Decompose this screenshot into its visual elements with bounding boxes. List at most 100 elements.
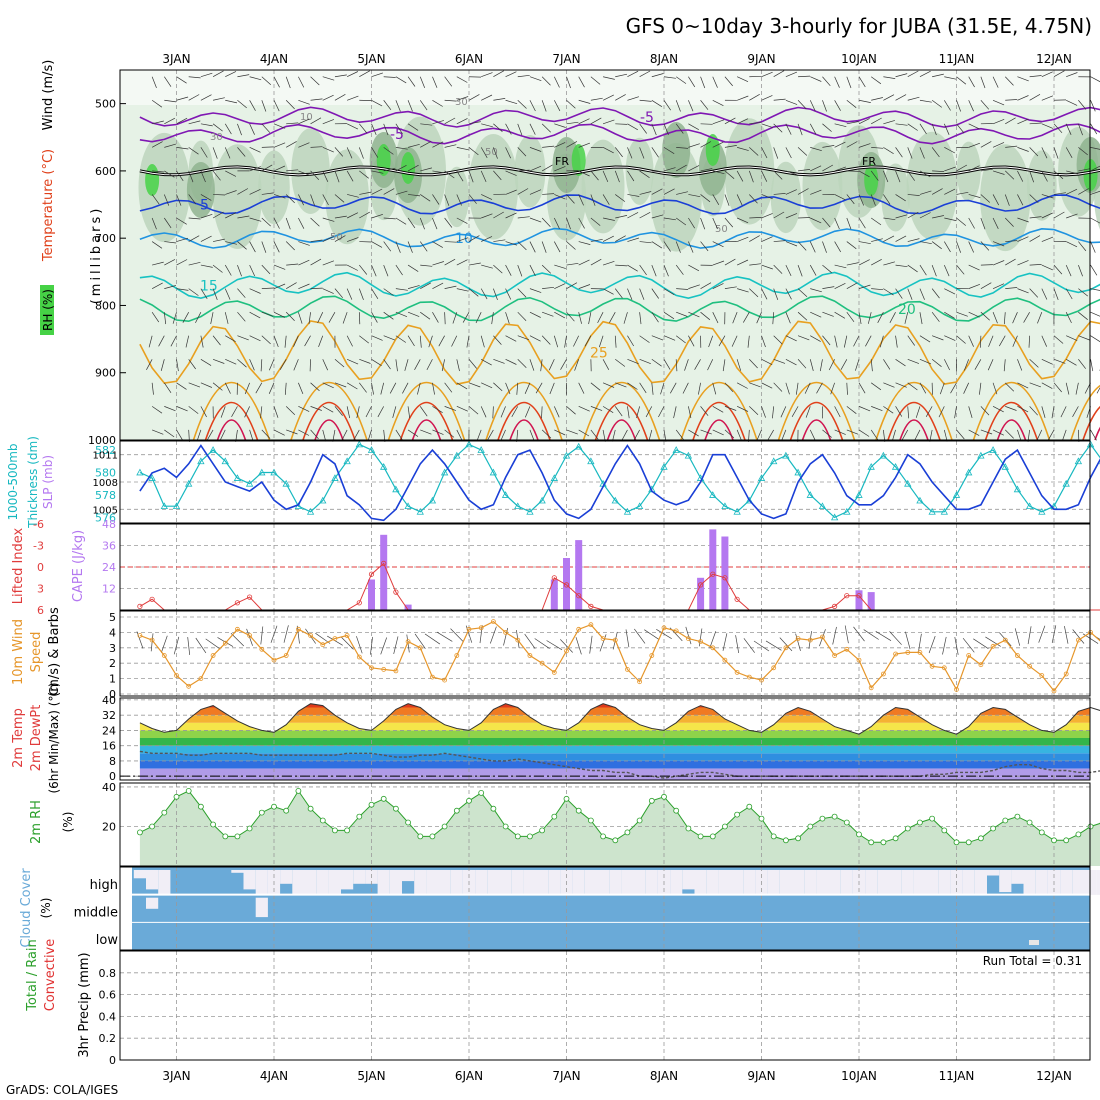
wind-barb [188,406,199,414]
wind-barb [541,123,551,133]
wind-barb [383,311,394,320]
wind-barb [468,94,480,101]
rh2m-point [734,811,740,818]
wind-barb [712,141,724,148]
wind-barb [468,382,481,388]
wind-barb [1041,288,1048,300]
wind-barb [712,260,725,266]
wind-speed-point [612,637,618,643]
wind-barb [371,288,379,299]
wind-barb [505,189,517,195]
wind-barb [736,259,749,266]
wind-barb [651,147,659,158]
wind-barb [456,217,468,224]
rh2m-point [941,827,948,834]
cape-bar [721,536,729,610]
wind-barb [602,94,614,101]
wind-barb [468,194,477,204]
wind-barb [907,264,918,273]
surface-wind-barb [534,638,550,649]
wind-barb [627,358,639,365]
thickness-point [392,485,400,493]
cloud-row-label: middle [74,906,118,921]
wind-barb [590,382,601,391]
thickness-point [416,507,424,515]
temp-tick-label: 40 [102,694,116,707]
wind-barb [645,406,653,418]
wind-speed-point [832,653,837,658]
li-point [710,571,716,577]
wind-barb [907,194,920,196]
temp-side-label: (6hr Min/Max) (°C) [47,682,61,793]
li-point [734,596,740,602]
wind-barb [992,283,1005,289]
wind-barb [237,359,247,368]
wind-barb [712,99,724,107]
wind-barb [452,312,458,324]
cloud-clear-cell [706,870,719,895]
wind-barb [176,237,189,242]
wind-barb [249,217,262,222]
wind-barb [809,264,817,276]
wind-barb [578,217,585,229]
wind-barb [932,73,944,78]
thickness-point [745,496,753,504]
wind-barb [846,406,857,414]
wind-barb [1005,170,1015,180]
wind-barb [298,312,303,324]
temperature-contour [139,271,1100,300]
surface-wind-barb [875,631,892,641]
wind-barb [160,359,165,371]
wind-barb [419,335,422,348]
rh-side-label: RH (%) [41,289,55,331]
temp-side-label: 2m Temp [11,708,26,768]
wind-barb [724,145,737,148]
wind-barb [614,170,620,183]
wind-barb [931,264,937,277]
wind-barb [639,312,642,325]
wind-barb [834,141,846,148]
rh-shaded-region [468,134,519,240]
wind-barb [1036,429,1043,441]
wind-barb [834,100,841,111]
wind-speed-point [527,653,533,658]
rh2m-point [697,833,704,840]
wind-barb [883,120,895,125]
li-point [576,593,582,599]
wind-barb [980,141,992,148]
thickness-point [757,474,766,481]
wind-barb [1029,93,1041,101]
freezing-level-line-core [139,166,1100,176]
cloud-low-cell [1029,940,1039,945]
wind-barb [456,118,468,125]
wind-barb [578,259,590,266]
wind-barb [529,100,536,112]
surface-wind-barb [889,631,902,645]
wind-barb [1090,217,1100,224]
pressure-tick-label: 1000 [88,434,116,447]
wind-barb [992,217,999,229]
wind-barb [907,406,910,419]
wind-barb [466,335,470,348]
wind-barb [1066,72,1078,78]
wind-barb [468,170,474,183]
cape-tick-label: 12 [102,583,116,596]
wind-barb [992,142,1005,148]
wind-barb [200,406,207,418]
wind-barb [834,429,846,435]
wind-barb [688,429,699,437]
wind-barb [273,264,286,270]
cloud-clear-cell [304,870,317,895]
wind-speed-point [941,665,947,671]
wind-barb [919,382,927,394]
wind-barb [529,335,541,342]
wind-barb [200,288,208,299]
cloud-clear-cell [255,870,268,895]
wind-barb [517,335,530,341]
wind-barb [749,121,762,125]
wind-barb [542,145,555,148]
wind-barb [809,429,816,441]
dewpoint-line [139,750,1100,779]
wind-barb [541,217,551,227]
warm-contour [290,381,368,441]
